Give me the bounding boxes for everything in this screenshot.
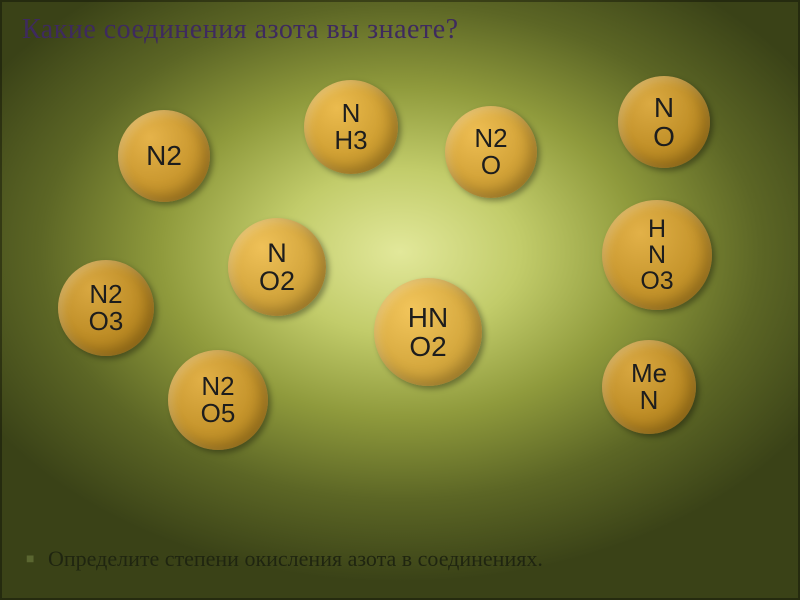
compound-no: N O — [618, 76, 710, 168]
compound-hno3: H N O3 — [602, 200, 712, 310]
compound-label: H N O3 — [640, 216, 673, 295]
compound-label: N2 O3 — [89, 281, 124, 336]
compound-n2o: N2 O — [445, 106, 537, 198]
compound-label: N O — [653, 93, 675, 152]
compound-label: N O2 — [259, 239, 295, 296]
slide-title: Какие соединения азота вы знаете? — [22, 14, 459, 46]
compound-label: Me N — [631, 360, 667, 415]
compound-label: N2 O — [474, 125, 507, 180]
slide-footer: Определите степени окисления азота в сое… — [48, 546, 543, 572]
compound-hno2: HN O2 — [374, 278, 482, 386]
compound-n2o3: N2 O3 — [58, 260, 154, 356]
compound-n2o5: N2 O5 — [168, 350, 268, 450]
compound-label: N2 O5 — [201, 373, 236, 428]
compound-men: Me N — [602, 340, 696, 434]
compound-label: HN O2 — [408, 303, 448, 362]
compound-label: N H3 — [334, 100, 367, 155]
compound-nh3: N H3 — [304, 80, 398, 174]
compound-no2: N O2 — [228, 218, 326, 316]
compound-label: N2 — [146, 141, 182, 170]
compound-n2: N2 — [118, 110, 210, 202]
